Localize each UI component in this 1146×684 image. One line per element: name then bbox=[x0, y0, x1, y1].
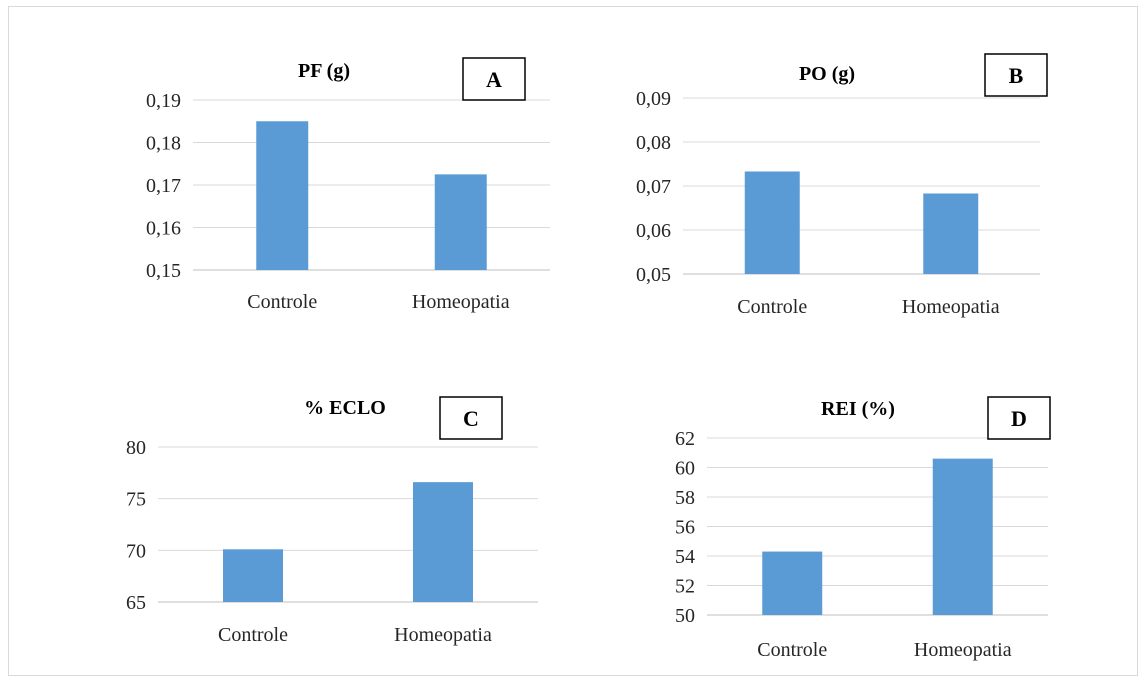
panel-letter-box bbox=[984, 53, 1048, 97]
x-tick-label: Homeopatia bbox=[902, 296, 1000, 318]
y-tick-label: 0,15 bbox=[146, 260, 181, 282]
x-tick-label: Controle bbox=[218, 624, 288, 646]
y-tick-label: 0,06 bbox=[636, 220, 671, 242]
y-tick-label: 0,19 bbox=[146, 90, 181, 112]
x-tick-label: Controle bbox=[757, 639, 827, 661]
y-tick-label: 60 bbox=[675, 458, 695, 480]
chart-title: PO (g) bbox=[799, 63, 855, 85]
panel-letter: A bbox=[486, 67, 502, 92]
y-tick-label: 56 bbox=[675, 517, 695, 539]
chart-panel-a: 0,15 0,16 0,17 0,18 0,19 Controle Homeopatia PF… bbox=[146, 57, 550, 313]
y-tick-label: 0,09 bbox=[636, 88, 671, 110]
y-tick-label: 0,05 bbox=[636, 264, 671, 286]
bar-homeopatia bbox=[923, 193, 979, 274]
panel-letter: C bbox=[463, 406, 479, 431]
y-tick-label: 50 bbox=[675, 605, 695, 627]
bar-homeopatia bbox=[932, 458, 993, 615]
chart-panel-c: 65 70 75 80 Controle Homeopatia % ECLO C bbox=[126, 396, 538, 646]
x-tick-label: Homeopatia bbox=[394, 624, 492, 646]
bar-controle bbox=[223, 549, 283, 602]
y-tick-label: 80 bbox=[126, 437, 146, 459]
x-tick-label: Controle bbox=[737, 296, 807, 318]
y-tick-label: 62 bbox=[675, 428, 695, 450]
y-tick-label: 0,18 bbox=[146, 133, 181, 155]
y-tick-label: 65 bbox=[126, 592, 146, 614]
chart-title: % ECLO bbox=[304, 397, 386, 419]
panel-letter-box bbox=[439, 396, 503, 440]
x-tick-label: Controle bbox=[247, 291, 317, 313]
x-tick-label: Homeopatia bbox=[412, 291, 510, 313]
chart-title: REI (%) bbox=[821, 398, 895, 420]
bar-controle bbox=[256, 121, 309, 270]
y-tick-label: 54 bbox=[675, 546, 695, 568]
chart-title: PF (g) bbox=[298, 60, 350, 82]
y-tick-label: 0,08 bbox=[636, 132, 671, 154]
bar-controle bbox=[762, 551, 823, 615]
y-tick-label: 0,07 bbox=[636, 176, 671, 198]
panel-letter: B bbox=[1009, 63, 1024, 88]
panel-letter-box bbox=[987, 396, 1051, 440]
y-tick-label: 52 bbox=[675, 576, 695, 598]
y-tick-label: 0,16 bbox=[146, 218, 181, 240]
y-tick-label: 70 bbox=[126, 540, 146, 562]
panel-letter-box bbox=[462, 57, 526, 101]
bar-controle bbox=[744, 171, 800, 274]
bar-homeopatia bbox=[413, 482, 473, 602]
y-tick-label: 75 bbox=[126, 489, 146, 511]
x-tick-label: Homeopatia bbox=[914, 639, 1012, 661]
panel-letter: D bbox=[1011, 406, 1027, 431]
bar-homeopatia bbox=[434, 174, 487, 270]
y-tick-label: 0,17 bbox=[146, 175, 181, 197]
y-tick-label: 58 bbox=[675, 487, 695, 509]
chart-panel-d: 50 52 54 56 58 60 62 Controle Homeopatia REI (%) D bbox=[675, 396, 1051, 661]
chart-panel-b: 0,05 0,06 0,07 0,08 0,09 Controle Homeopatia PO… bbox=[636, 53, 1048, 318]
